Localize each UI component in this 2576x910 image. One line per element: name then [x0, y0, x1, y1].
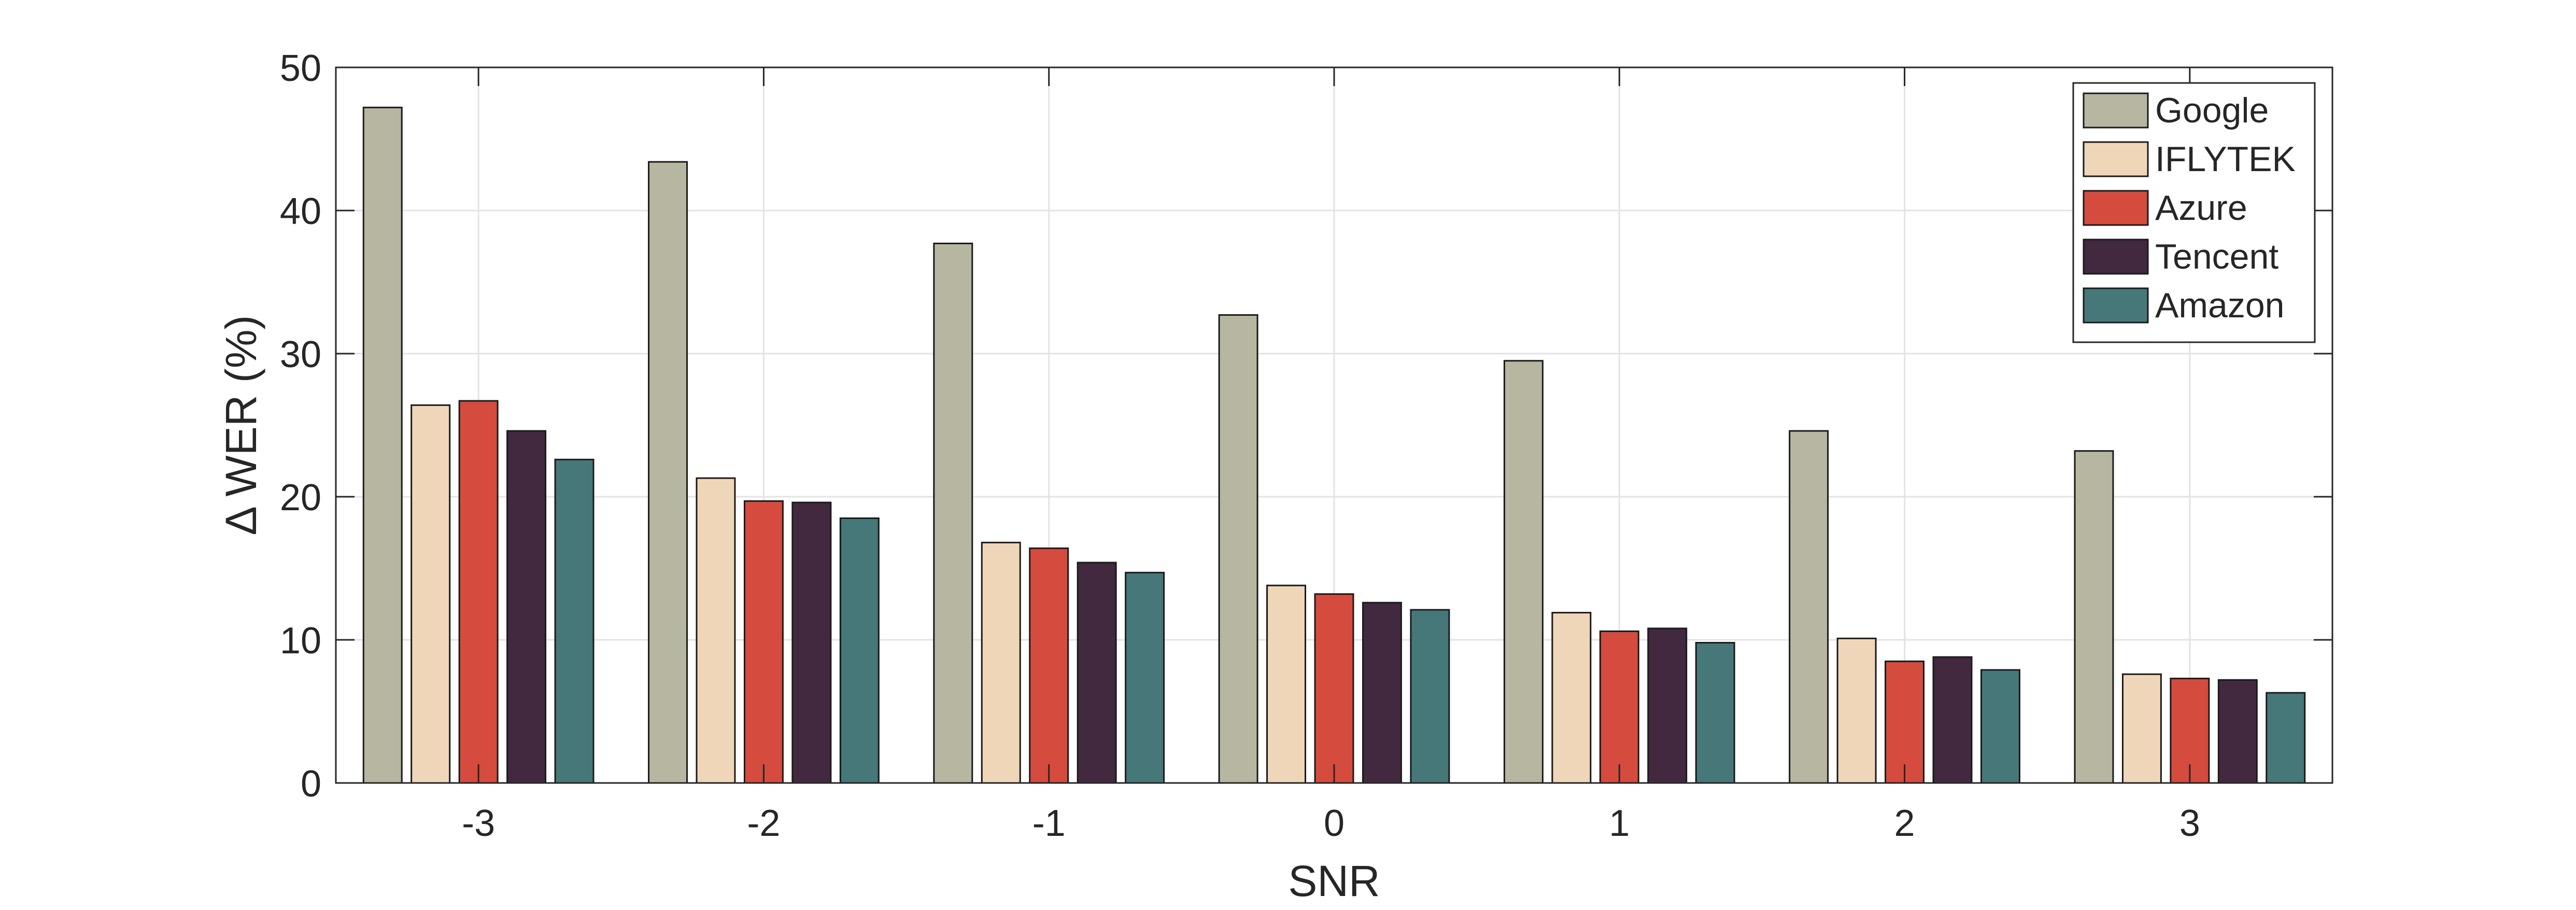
x-tick-label: 2 — [1894, 803, 1915, 844]
legend-swatch-amazon — [2083, 287, 2149, 324]
bar-tencent-0 — [1362, 601, 1402, 784]
legend-swatch-tencent — [2083, 239, 2149, 275]
bar-tencent-1 — [1647, 627, 1688, 784]
bar-amazon-1 — [1695, 642, 1735, 784]
bar-amazon--3 — [554, 458, 595, 784]
bar-amazon-2 — [1980, 669, 2020, 784]
bar-iflytek--1 — [981, 541, 1021, 784]
x-axis-label: SNR — [1288, 857, 1380, 905]
legend-swatch-iflytek — [2083, 141, 2149, 177]
y-tick-label: 40 — [280, 191, 321, 232]
y-tick-label: 50 — [280, 48, 321, 89]
x-tick-label: -2 — [747, 803, 780, 844]
bar-google-1 — [1503, 360, 1544, 784]
legend: Google IFLYTEK Azure Tencent Amazon — [2072, 82, 2316, 343]
bar-iflytek-2 — [1836, 637, 1877, 784]
bar-iflytek-0 — [1266, 584, 1307, 784]
bar-amazon--2 — [839, 517, 880, 784]
bar-amazon-0 — [1410, 609, 1450, 784]
bar-google--2 — [648, 161, 688, 784]
bar-iflytek--3 — [411, 404, 451, 784]
bar-iflytek--2 — [696, 477, 736, 784]
y-tick-label: 0 — [301, 763, 321, 805]
legend-swatch-google — [2083, 92, 2149, 129]
y-axis-label: Δ WER (%) — [217, 315, 265, 536]
y-tick-label: 10 — [280, 620, 321, 662]
axis-ticks: 0 10 20 30 40 50 -3 -2 -1 0 1 2 3 — [280, 48, 2332, 844]
bar-tencent--1 — [1077, 562, 1117, 784]
bar-tencent--2 — [791, 501, 832, 784]
y-tick-label: 20 — [280, 477, 321, 519]
legend-swatch-azure — [2083, 190, 2149, 226]
bar-azure-1 — [1599, 630, 1639, 784]
bar-tencent-3 — [2217, 679, 2258, 784]
legend-label-iflytek: IFLYTEK — [2155, 139, 2296, 179]
legend-label-tencent: Tencent — [2155, 237, 2278, 276]
bar-google--3 — [362, 106, 403, 784]
bar-google--1 — [933, 242, 973, 784]
x-tick-label: -3 — [462, 803, 495, 844]
bar-google-3 — [2074, 450, 2114, 784]
bar-amazon-3 — [2266, 692, 2306, 784]
bar-google-2 — [1789, 430, 1829, 784]
y-tick-label: 30 — [280, 334, 321, 375]
legend-label-azure: Azure — [2155, 188, 2247, 228]
x-tick-label: 1 — [1609, 803, 1630, 844]
bars — [362, 106, 2306, 784]
bar-tencent--3 — [506, 430, 547, 784]
bar-iflytek-3 — [2121, 673, 2162, 784]
bar-tencent-2 — [1932, 656, 1973, 784]
legend-label-google: Google — [2155, 91, 2269, 130]
bar-azure--1 — [1029, 547, 1069, 784]
x-tick-label: 3 — [2179, 803, 2200, 844]
bar-iflytek-1 — [1551, 612, 1592, 784]
legend-label-amazon: Amazon — [2155, 286, 2284, 325]
bar-azure--2 — [743, 500, 784, 784]
bar-azure--3 — [458, 400, 499, 784]
x-tick-label: -1 — [1032, 803, 1066, 844]
x-tick-label: 0 — [1324, 803, 1344, 844]
bar-azure-0 — [1314, 593, 1354, 784]
bar-google-0 — [1218, 314, 1258, 784]
bar-amazon--1 — [1125, 571, 1165, 784]
